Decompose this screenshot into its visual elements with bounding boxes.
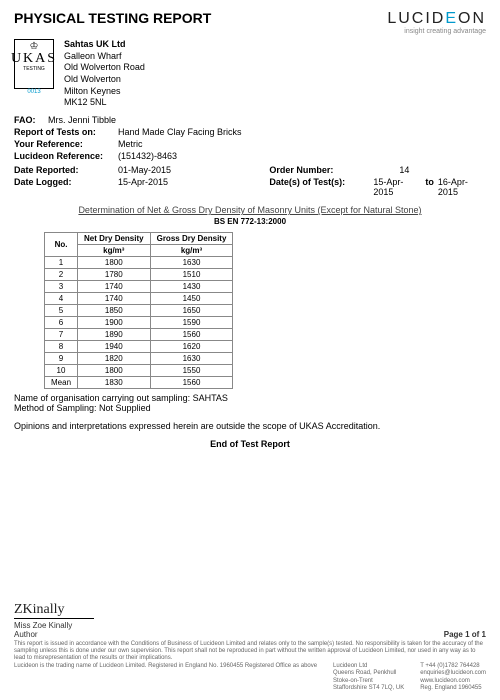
method-note: Method of Sampling: Not Supplied (14, 403, 486, 413)
footer-contact: T +44 (0)1782 764428enquiries@lucideon.c… (420, 663, 486, 692)
tests-on-row: Report of Tests on:Hand Made Clay Facing… (14, 127, 486, 137)
opinion-note: Opinions and interpretations expressed h… (14, 421, 486, 431)
luc-ref-row: Lucideon Reference:(151432)-8463 (14, 151, 486, 161)
brand-logo: LUCIDEON insight creating advantage (387, 10, 486, 35)
footer-addr: Lucideon LtdQueens Road, PenkhullStoke-o… (333, 663, 404, 692)
disclaimer: This report is issued in accordance with… (14, 641, 486, 661)
order-row: Order Number:14 (269, 165, 486, 175)
date-logged-row: Date Logged:15-Apr-2015 (14, 177, 269, 187)
signature: ZKinally (14, 602, 94, 619)
footer: ZKinally Miss Zoe Kinally Author Page 1 … (14, 602, 486, 692)
test-dates-row: Date(s) of Test(s):15-Apr-2015to16-Apr-2… (269, 177, 486, 197)
your-ref-row: Your Reference:Metric (14, 139, 486, 149)
ukas-block: ♔ UKAS TESTING 0013 (14, 39, 54, 109)
date-reported-row: Date Reported:01-May-2015 (14, 165, 269, 175)
end-of-report: End of Test Report (14, 439, 486, 449)
page-number: Page 1 of 1 (444, 630, 486, 639)
report-title: PHYSICAL TESTING REPORT (14, 10, 211, 26)
reg-info: Lucideon is the trading name of Lucideon… (14, 663, 317, 692)
density-table: No.Net Dry DensityGross Dry Density kg/m… (44, 232, 233, 389)
section-title: Determination of Net & Gross Dry Density… (14, 205, 486, 215)
sampling-note: Name of organisation carrying out sampli… (14, 393, 486, 403)
fao-row: FAO:Mrs. Jenni Tibble (14, 115, 486, 125)
standard-ref: BS EN 772-13:2000 (14, 217, 486, 226)
company-address: Sahtas UK Ltd Galleon Wharf Old Wolverto… (64, 39, 145, 109)
